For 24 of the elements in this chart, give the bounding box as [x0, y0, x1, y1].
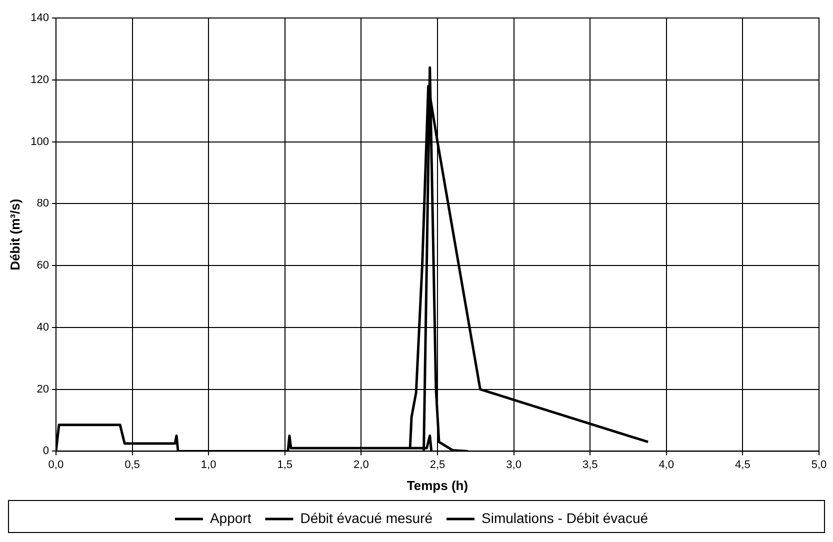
- x-tick-label: 5,0: [811, 458, 827, 471]
- legend-label: Apport: [210, 510, 252, 526]
- x-tick-label: 3,5: [582, 458, 598, 471]
- x-tick-label: 0,5: [124, 458, 140, 471]
- y-tick-label: 100: [30, 136, 49, 148]
- y-tick-label: 40: [36, 321, 49, 334]
- y-tick-label: 0: [42, 445, 49, 458]
- x-tick-label: 2,0: [354, 458, 369, 471]
- legend-label: Débit évacué mesuré: [300, 510, 433, 526]
- x-axis-title: Temps (h): [406, 478, 468, 493]
- y-tick-label: 80: [36, 198, 49, 210]
- x-tick-label: 0,0: [48, 458, 64, 471]
- x-tick-label: 3,0: [506, 458, 522, 471]
- x-tick-label: 1,5: [277, 458, 293, 471]
- y-tick-label: 60: [36, 260, 49, 272]
- y-axis-title: Débit (m³/s): [7, 198, 22, 270]
- x-tick-label: 4,0: [658, 458, 674, 471]
- x-tick-label: 2,5: [430, 458, 446, 471]
- x-tick-label: 1,0: [200, 458, 216, 471]
- x-tick-label: 4,5: [735, 458, 750, 471]
- y-tick-label: 20: [36, 383, 49, 396]
- legend-label: Simulations - Débit évacué: [482, 510, 648, 526]
- y-tick-label: 120: [30, 74, 49, 86]
- y-tick-label: 140: [30, 12, 49, 24]
